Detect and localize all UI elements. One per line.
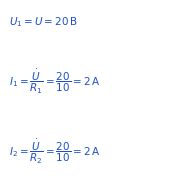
Text: $U_1 = U = 20\,\mathrm{B}$: $U_1 = U = 20\,\mathrm{B}$ <box>9 15 77 29</box>
Text: $I_1 = \dfrac{\dot{U}}{R_1} = \dfrac{20}{10} = 2\,\mathrm{A}$: $I_1 = \dfrac{\dot{U}}{R_1} = \dfrac{20}… <box>9 68 100 96</box>
Text: $I_2 = \dfrac{\dot{U}}{R_2} = \dfrac{20}{10} = 2\,\mathrm{A}$: $I_2 = \dfrac{\dot{U}}{R_2} = \dfrac{20}… <box>9 138 100 166</box>
